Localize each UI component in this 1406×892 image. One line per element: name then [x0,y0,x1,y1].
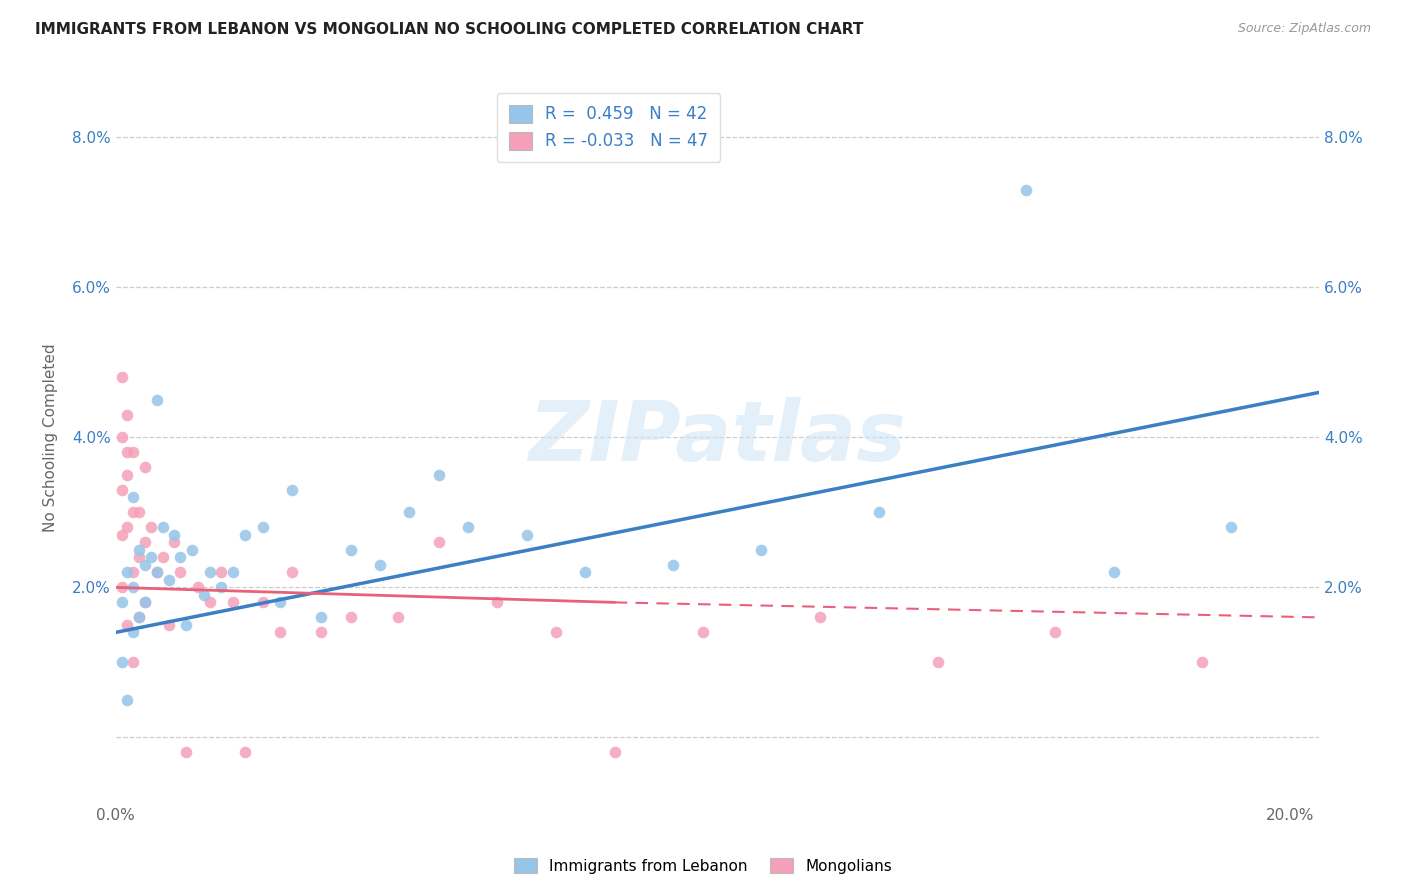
Point [387,610,409,624]
Point [122,625,145,640]
Point [269,595,291,609]
Point [169,566,191,580]
Legend: Immigrants from Lebanon, Mongolians: Immigrants from Lebanon, Mongolians [508,852,898,880]
Point [128,505,150,519]
Point [152,520,174,534]
Point [117,445,139,459]
Point [110,595,132,609]
Point [1191,656,1213,670]
Point [146,566,169,580]
Point [139,550,162,565]
Text: ZIPatlas: ZIPatlas [529,397,907,478]
Point [233,528,256,542]
Point [692,625,714,640]
Point [163,528,186,542]
Point [110,528,132,542]
Point [516,528,538,542]
Point [222,566,245,580]
Point [252,595,274,609]
Point [309,610,332,624]
Point [398,505,420,519]
Point [269,625,291,640]
Point [122,581,145,595]
Point [339,610,361,624]
Point [209,566,232,580]
Point [868,505,890,519]
Point [146,566,169,580]
Point [117,408,139,422]
Point [427,467,450,482]
Point [134,535,156,549]
Point [117,618,139,632]
Point [927,656,949,670]
Point [117,566,139,580]
Point [174,745,197,759]
Point [427,535,450,549]
Point [146,392,169,407]
Point [122,491,145,505]
Point [662,558,685,572]
Point [134,595,156,609]
Point [181,542,204,557]
Point [1014,183,1036,197]
Point [128,542,150,557]
Point [110,581,132,595]
Point [544,625,567,640]
Point [574,566,596,580]
Point [128,550,150,565]
Point [252,520,274,534]
Point [122,566,145,580]
Point [603,745,626,759]
Point [157,618,180,632]
Point [128,610,150,624]
Point [281,566,304,580]
Point [110,370,132,384]
Point [751,542,773,557]
Point [122,656,145,670]
Point [1220,520,1243,534]
Point [117,467,139,482]
Point [117,520,139,534]
Text: Source: ZipAtlas.com: Source: ZipAtlas.com [1237,22,1371,36]
Point [187,581,209,595]
Point [339,542,361,557]
Point [110,483,132,497]
Point [169,550,191,565]
Point [1102,566,1125,580]
Text: IMMIGRANTS FROM LEBANON VS MONGOLIAN NO SCHOOLING COMPLETED CORRELATION CHART: IMMIGRANTS FROM LEBANON VS MONGOLIAN NO … [35,22,863,37]
Legend: R =  0.459   N = 42, R = -0.033   N = 47: R = 0.459 N = 42, R = -0.033 N = 47 [498,93,720,162]
Point [174,618,197,632]
Point [122,505,145,519]
Point [157,573,180,587]
Point [117,693,139,707]
Point [198,595,221,609]
Point [139,520,162,534]
Point [134,460,156,475]
Point [110,656,132,670]
Point [486,595,509,609]
Point [193,588,215,602]
Point [233,745,256,759]
Point [122,445,145,459]
Point [281,483,304,497]
Point [808,610,831,624]
Point [209,581,232,595]
Point [110,430,132,444]
Point [152,550,174,565]
Point [1043,625,1066,640]
Point [457,520,479,534]
Point [222,595,245,609]
Point [134,558,156,572]
Point [368,558,391,572]
Y-axis label: No Schooling Completed: No Schooling Completed [44,343,58,532]
Point [198,566,221,580]
Point [134,595,156,609]
Point [163,535,186,549]
Point [309,625,332,640]
Point [128,610,150,624]
